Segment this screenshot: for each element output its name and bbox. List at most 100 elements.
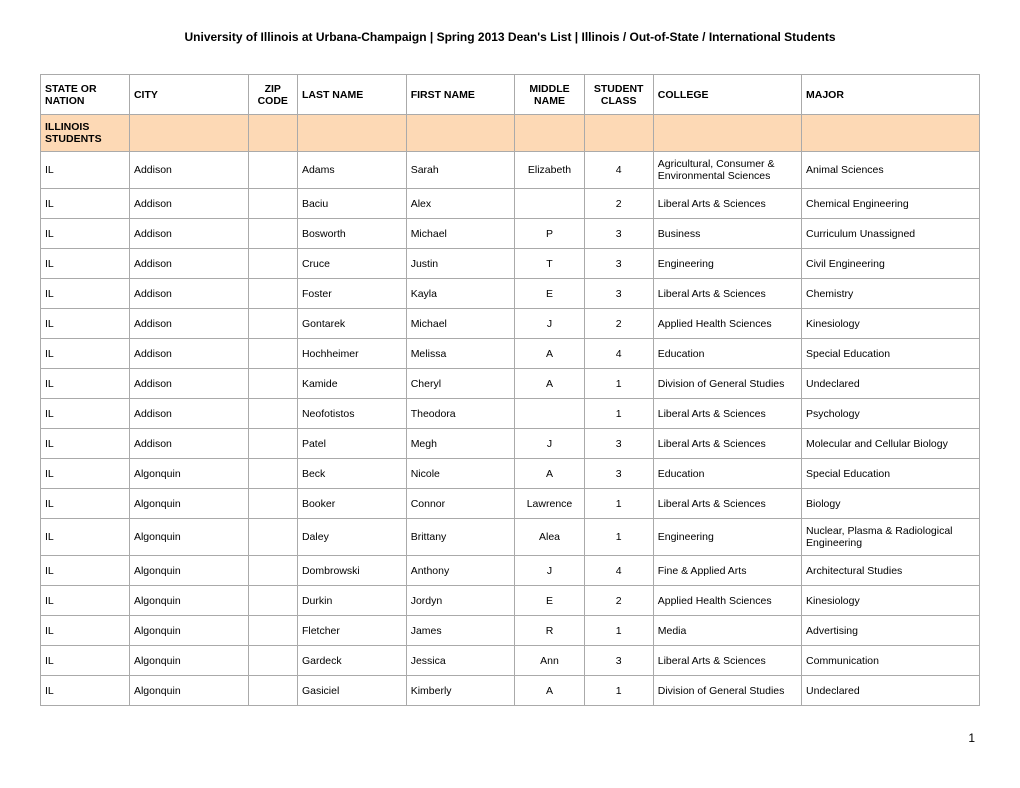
cell-state: IL <box>41 399 130 429</box>
cell-studentClass: 4 <box>584 556 653 586</box>
cell-college: Liberal Arts & Sciences <box>653 489 801 519</box>
cell-last: Beck <box>297 459 406 489</box>
cell-first: Kayla <box>406 279 515 309</box>
cell-last: Bosworth <box>297 219 406 249</box>
cell-first: Michael <box>406 219 515 249</box>
cell-last: Daley <box>297 519 406 556</box>
table-row: ILAddisonPatelMeghJ3Liberal Arts & Scien… <box>41 429 980 459</box>
page-title: University of Illinois at Urbana-Champai… <box>40 30 980 44</box>
cell-last: Cruce <box>297 249 406 279</box>
cell-college: Division of General Studies <box>653 369 801 399</box>
cell-city: Algonquin <box>129 489 248 519</box>
cell-college: Education <box>653 339 801 369</box>
cell-last: Hochheimer <box>297 339 406 369</box>
cell-state: IL <box>41 152 130 189</box>
cell-last: Patel <box>297 429 406 459</box>
page-number: 1 <box>40 731 980 745</box>
cell-city: Algonquin <box>129 676 248 706</box>
cell-middle: Elizabeth <box>515 152 584 189</box>
cell-state: IL <box>41 586 130 616</box>
cell-studentClass: 1 <box>584 369 653 399</box>
cell-studentClass: 1 <box>584 616 653 646</box>
cell-studentClass: 3 <box>584 279 653 309</box>
cell-zip <box>248 189 297 219</box>
col-header-studentClass: STUDENT CLASS <box>584 75 653 115</box>
cell-last: Kamide <box>297 369 406 399</box>
cell-studentClass: 1 <box>584 676 653 706</box>
cell-zip <box>248 219 297 249</box>
cell-city: Algonquin <box>129 519 248 556</box>
cell-college: Liberal Arts & Sciences <box>653 279 801 309</box>
table-row: ILAddisonKamideCherylA1Division of Gener… <box>41 369 980 399</box>
cell-studentClass: 2 <box>584 189 653 219</box>
table-row: ILAddisonNeofotistosTheodora1Liberal Art… <box>41 399 980 429</box>
cell-zip <box>248 519 297 556</box>
cell-studentClass: 3 <box>584 459 653 489</box>
cell-first: James <box>406 616 515 646</box>
table-row: ILAddisonGontarekMichaelJ2Applied Health… <box>41 309 980 339</box>
cell-middle: A <box>515 339 584 369</box>
cell-state: IL <box>41 556 130 586</box>
cell-middle: J <box>515 429 584 459</box>
cell-zip <box>248 429 297 459</box>
cell-state: IL <box>41 429 130 459</box>
cell-city: Addison <box>129 189 248 219</box>
cell-college: Engineering <box>653 519 801 556</box>
cell-city: Addison <box>129 339 248 369</box>
cell-state: IL <box>41 616 130 646</box>
cell-state: IL <box>41 219 130 249</box>
cell-zip <box>248 489 297 519</box>
cell-first: Brittany <box>406 519 515 556</box>
cell-city: Addison <box>129 249 248 279</box>
table-header-row: STATE OR NATIONCITYZIP CODELAST NAMEFIRS… <box>41 75 980 115</box>
table-row: ILAlgonquinDaleyBrittanyAlea1Engineering… <box>41 519 980 556</box>
cell-major: Kinesiology <box>802 586 980 616</box>
cell-state: IL <box>41 369 130 399</box>
col-header-first: FIRST NAME <box>406 75 515 115</box>
cell-major: Animal Sciences <box>802 152 980 189</box>
cell-zip <box>248 616 297 646</box>
cell-studentClass: 1 <box>584 399 653 429</box>
cell-state: IL <box>41 519 130 556</box>
table-row: ILAddisonHochheimerMelissaA4EducationSpe… <box>41 339 980 369</box>
cell-major: Special Education <box>802 339 980 369</box>
cell-zip <box>248 152 297 189</box>
cell-last: Fletcher <box>297 616 406 646</box>
cell-city: Algonquin <box>129 459 248 489</box>
cell-college: Division of General Studies <box>653 676 801 706</box>
cell-middle: J <box>515 309 584 339</box>
cell-college: Liberal Arts & Sciences <box>653 399 801 429</box>
cell-last: Neofotistos <box>297 399 406 429</box>
cell-last: Adams <box>297 152 406 189</box>
cell-major: Undeclared <box>802 676 980 706</box>
cell-first: Connor <box>406 489 515 519</box>
cell-middle <box>515 189 584 219</box>
col-header-college: COLLEGE <box>653 75 801 115</box>
cell-middle: Lawrence <box>515 489 584 519</box>
cell-major: Curriculum Unassigned <box>802 219 980 249</box>
cell-city: Algonquin <box>129 646 248 676</box>
cell-first: Jordyn <box>406 586 515 616</box>
cell-state: IL <box>41 676 130 706</box>
cell-middle: E <box>515 279 584 309</box>
cell-college: Agricultural, Consumer & Environmental S… <box>653 152 801 189</box>
cell-college: Education <box>653 459 801 489</box>
cell-city: Addison <box>129 399 248 429</box>
cell-studentClass: 3 <box>584 249 653 279</box>
cell-zip <box>248 676 297 706</box>
cell-last: Gontarek <box>297 309 406 339</box>
cell-major: Civil Engineering <box>802 249 980 279</box>
cell-first: Nicole <box>406 459 515 489</box>
cell-college: Applied Health Sciences <box>653 309 801 339</box>
cell-major: Psychology <box>802 399 980 429</box>
cell-studentClass: 4 <box>584 339 653 369</box>
col-header-last: LAST NAME <box>297 75 406 115</box>
cell-zip <box>248 339 297 369</box>
cell-first: Melissa <box>406 339 515 369</box>
cell-state: IL <box>41 249 130 279</box>
cell-last: Dombrowski <box>297 556 406 586</box>
table-row: ILAlgonquinDurkinJordynE2Applied Health … <box>41 586 980 616</box>
cell-middle <box>515 399 584 429</box>
cell-college: Liberal Arts & Sciences <box>653 189 801 219</box>
cell-major: Communication <box>802 646 980 676</box>
